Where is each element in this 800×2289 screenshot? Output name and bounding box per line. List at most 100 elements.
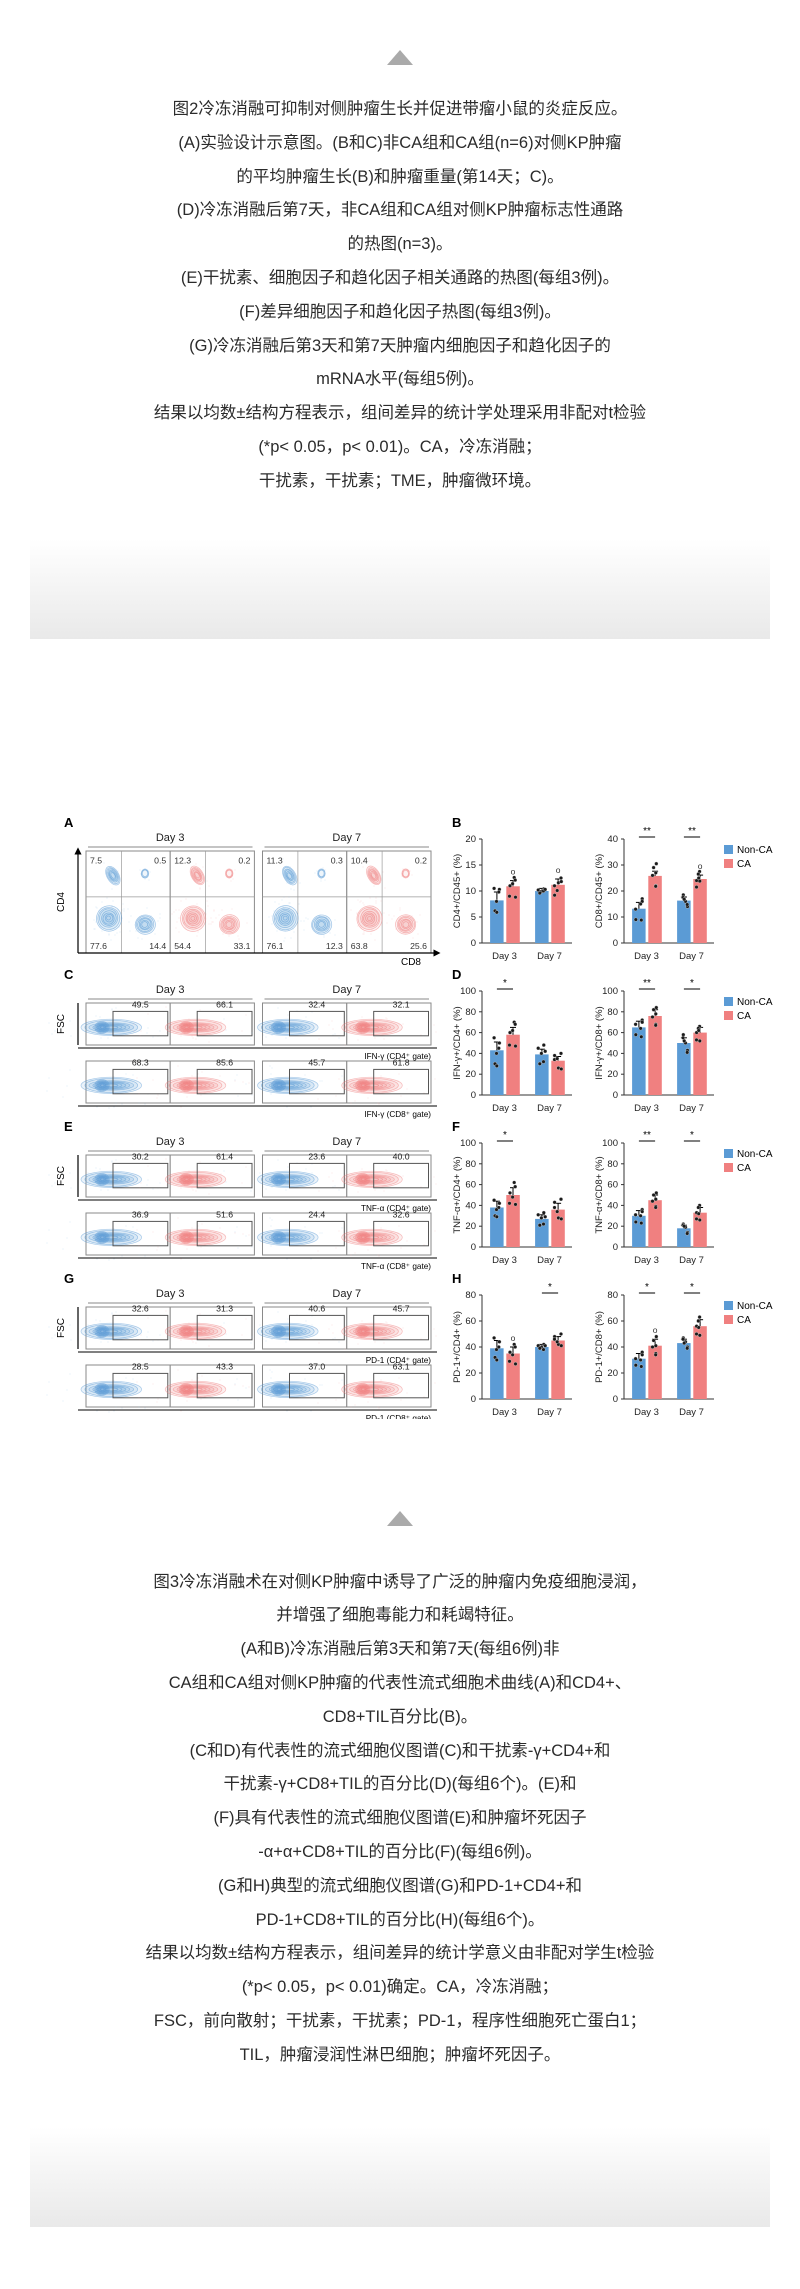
svg-text:*: * bbox=[690, 978, 694, 989]
svg-text:0.2: 0.2 bbox=[238, 855, 250, 865]
svg-text:5: 5 bbox=[471, 912, 476, 923]
svg-text:40.0: 40.0 bbox=[393, 1151, 410, 1161]
svg-text:G: G bbox=[64, 1271, 74, 1286]
svg-text:CD4: CD4 bbox=[56, 891, 67, 911]
svg-text:45.7: 45.7 bbox=[393, 1303, 410, 1313]
svg-text:E: E bbox=[64, 1119, 73, 1134]
svg-text:25.6: 25.6 bbox=[410, 941, 427, 951]
svg-text:7.5: 7.5 bbox=[90, 855, 102, 865]
svg-text:*: * bbox=[690, 1130, 694, 1141]
svg-text:60: 60 bbox=[465, 1179, 476, 1190]
svg-text:o: o bbox=[698, 861, 703, 871]
svg-text:15: 15 bbox=[465, 860, 476, 871]
svg-text:CD8+/CD45+ (%): CD8+/CD45+ (%) bbox=[594, 853, 605, 927]
svg-text:80: 80 bbox=[465, 1290, 476, 1301]
svg-text:CA: CA bbox=[737, 1011, 751, 1022]
svg-text:20: 20 bbox=[465, 834, 476, 845]
svg-text:43.3: 43.3 bbox=[216, 1361, 233, 1371]
svg-text:Day 3: Day 3 bbox=[156, 1136, 185, 1148]
svg-text:40: 40 bbox=[465, 1342, 476, 1353]
svg-text:Day 3: Day 3 bbox=[156, 1288, 185, 1300]
svg-text:10: 10 bbox=[607, 912, 618, 923]
svg-text:Day 3: Day 3 bbox=[634, 1103, 659, 1114]
svg-text:60: 60 bbox=[465, 1027, 476, 1038]
svg-text:30.2: 30.2 bbox=[132, 1151, 149, 1161]
svg-text:40.6: 40.6 bbox=[308, 1303, 325, 1313]
svg-text:Day 3: Day 3 bbox=[634, 1255, 659, 1266]
svg-text:61.4: 61.4 bbox=[216, 1151, 233, 1161]
svg-text:PD-1+/CD8+ (%): PD-1+/CD8+ (%) bbox=[594, 1311, 605, 1383]
svg-text:D: D bbox=[452, 967, 461, 982]
svg-text:77.6: 77.6 bbox=[90, 941, 107, 951]
svg-text:*: * bbox=[548, 1282, 552, 1293]
svg-text:54.4: 54.4 bbox=[174, 941, 191, 951]
svg-text:68.3: 68.3 bbox=[132, 1057, 149, 1067]
svg-text:80: 80 bbox=[607, 1158, 618, 1169]
svg-text:0: 0 bbox=[471, 938, 476, 949]
svg-text:37.0: 37.0 bbox=[308, 1361, 325, 1371]
svg-text:IFN-γ+/CD8+ (%): IFN-γ+/CD8+ (%) bbox=[594, 1006, 605, 1079]
svg-text:F: F bbox=[452, 1119, 460, 1134]
svg-text:TNF-α+/CD4+ (%): TNF-α+/CD4+ (%) bbox=[452, 1156, 463, 1233]
svg-text:20: 20 bbox=[607, 1368, 618, 1379]
svg-text:Non-CA: Non-CA bbox=[737, 845, 773, 856]
svg-text:24.4: 24.4 bbox=[308, 1209, 325, 1219]
svg-text:Day 3: Day 3 bbox=[634, 1407, 659, 1418]
svg-text:o: o bbox=[511, 866, 516, 876]
svg-text:Day 7: Day 7 bbox=[679, 1407, 704, 1418]
svg-text:CD8: CD8 bbox=[401, 957, 421, 968]
svg-text:CA: CA bbox=[737, 1163, 751, 1174]
svg-text:23.6: 23.6 bbox=[308, 1151, 325, 1161]
svg-text:0: 0 bbox=[613, 1394, 618, 1405]
svg-text:40: 40 bbox=[607, 834, 618, 845]
svg-text:30: 30 bbox=[607, 860, 618, 871]
svg-text:32.6: 32.6 bbox=[132, 1303, 149, 1313]
svg-text:**: ** bbox=[643, 978, 651, 989]
svg-text:0: 0 bbox=[613, 938, 618, 949]
svg-text:Day 7: Day 7 bbox=[537, 1255, 562, 1266]
svg-text:20: 20 bbox=[607, 1221, 618, 1232]
svg-text:51.6: 51.6 bbox=[216, 1209, 233, 1219]
svg-text:31.3: 31.3 bbox=[216, 1303, 233, 1313]
svg-text:IFN-γ (CD4⁺ gate): IFN-γ (CD4⁺ gate) bbox=[364, 1052, 431, 1061]
svg-text:Day 3: Day 3 bbox=[492, 1103, 517, 1114]
svg-text:40: 40 bbox=[465, 1048, 476, 1059]
svg-text:40: 40 bbox=[607, 1048, 618, 1059]
svg-text:Non-CA: Non-CA bbox=[737, 1149, 773, 1160]
svg-text:85.6: 85.6 bbox=[216, 1057, 233, 1067]
svg-text:C: C bbox=[64, 967, 74, 982]
svg-text:0: 0 bbox=[471, 1242, 476, 1253]
svg-text:10: 10 bbox=[465, 886, 476, 897]
svg-text:0: 0 bbox=[471, 1090, 476, 1101]
svg-text:33.1: 33.1 bbox=[234, 941, 251, 951]
svg-text:CD4+/CD45+ (%): CD4+/CD45+ (%) bbox=[452, 853, 463, 927]
svg-text:TNF-α+/CD8+ (%): TNF-α+/CD8+ (%) bbox=[594, 1156, 605, 1233]
svg-text:TNF-α (CD4⁺ gate): TNF-α (CD4⁺ gate) bbox=[361, 1204, 431, 1213]
svg-text:11.3: 11.3 bbox=[267, 855, 283, 865]
svg-text:FSC: FSC bbox=[56, 1014, 67, 1034]
svg-text:Day 3: Day 3 bbox=[492, 951, 517, 962]
svg-text:PD-1 (CD8⁺ gate): PD-1 (CD8⁺ gate) bbox=[366, 1414, 432, 1419]
svg-text:80: 80 bbox=[607, 1290, 618, 1301]
svg-text:0.3: 0.3 bbox=[331, 855, 343, 865]
svg-text:36.9: 36.9 bbox=[132, 1209, 149, 1219]
svg-text:H: H bbox=[452, 1271, 461, 1286]
svg-text:*: * bbox=[503, 1130, 507, 1141]
svg-text:IFN-γ (CD8⁺ gate): IFN-γ (CD8⁺ gate) bbox=[364, 1110, 431, 1119]
svg-text:28.5: 28.5 bbox=[132, 1361, 149, 1371]
svg-text:*: * bbox=[503, 978, 507, 989]
svg-text:40: 40 bbox=[607, 1342, 618, 1353]
svg-text:IFN-γ+/CD4+ (%): IFN-γ+/CD4+ (%) bbox=[452, 1006, 463, 1079]
svg-text:63.8: 63.8 bbox=[351, 941, 368, 951]
svg-text:Day 7: Day 7 bbox=[679, 951, 704, 962]
svg-text:CA: CA bbox=[737, 859, 751, 870]
svg-text:Day 3: Day 3 bbox=[634, 951, 659, 962]
svg-text:Day 7: Day 7 bbox=[332, 984, 361, 996]
svg-text:20: 20 bbox=[465, 1221, 476, 1232]
svg-text:80: 80 bbox=[465, 1158, 476, 1169]
svg-text:60: 60 bbox=[607, 1179, 618, 1190]
svg-text:PD-1 (CD4⁺ gate): PD-1 (CD4⁺ gate) bbox=[366, 1356, 432, 1365]
svg-text:66.1: 66.1 bbox=[216, 999, 233, 1009]
svg-text:Day 3: Day 3 bbox=[156, 832, 185, 844]
svg-text:76.1: 76.1 bbox=[267, 941, 284, 951]
